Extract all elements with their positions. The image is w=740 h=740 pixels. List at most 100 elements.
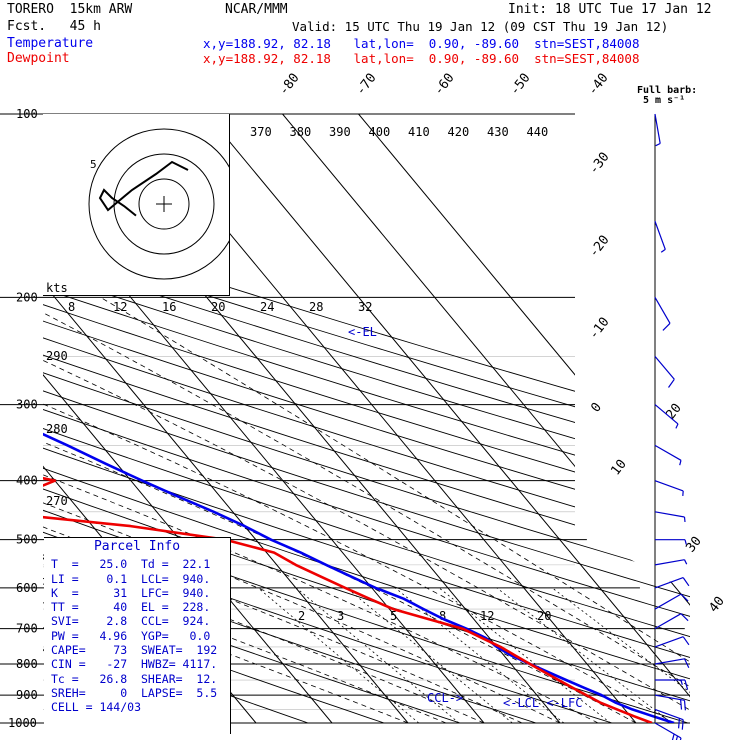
theta-label: 440: [527, 125, 549, 139]
header-model: TORERO 15km ARW: [7, 2, 133, 17]
isotherm-label: -40: [585, 71, 611, 99]
pressure-tick-label: 700: [16, 622, 38, 636]
isotherm-label: -70: [353, 71, 379, 99]
isotherm-line: [358, 114, 690, 723]
pressure-tick-label: 600: [16, 581, 38, 595]
isotherm-label: -60: [431, 71, 457, 99]
legend-temperature-label: Temperature: [7, 36, 94, 51]
parcel-info-row: Tc = 26.8 SHEAR= 12.: [51, 671, 218, 686]
dry-adiabat-line: [43, 114, 385, 723]
mixing-ratio-label: 20: [537, 609, 551, 623]
parcel-info-title: Parcel Info: [93, 539, 181, 554]
theta-label: 420: [448, 125, 470, 139]
mixing-ratio-label: 12: [480, 609, 494, 623]
parcel-info-row: LI = 0.1 LCL= 940.: [51, 571, 211, 586]
theta-label: 400: [369, 125, 391, 139]
isotherm-label: -20: [586, 233, 612, 261]
mixing-ratio-label: 8: [439, 609, 446, 623]
mixing-ratio-label: 2: [298, 609, 305, 623]
header-init: Init: 18 UTC Tue 17 Jan 12: [508, 2, 712, 17]
dry-adiabat-line: [43, 114, 690, 723]
wind-barb: [654, 444, 682, 466]
moist-adiabat-line: [43, 345, 561, 723]
isotherm-line: [206, 114, 690, 723]
theta-label: 370: [250, 125, 272, 139]
wind-barb: [654, 221, 666, 253]
parcel-info-row: CIN = -27 HWBZ= 4117.: [51, 657, 218, 672]
parcel-info-panel: Parcel Info T = 25.0 Td = 22.1 LI = 0.1 L…: [44, 537, 231, 734]
mixing-ratio-line: [496, 587, 673, 723]
mixing-ratio-label: 32: [358, 300, 372, 314]
wind-barb: [654, 708, 684, 730]
wind-barb: [654, 636, 690, 648]
wind-barb: [654, 539, 687, 545]
dry-adiabat-line: [43, 114, 690, 723]
dry-adiabat-line: [43, 114, 690, 723]
dry-adiabat-line: [43, 114, 461, 723]
wind-barb: [654, 511, 686, 523]
moist-adiabat-line: [43, 385, 523, 723]
temperature-line: [43, 114, 675, 723]
isotherm-line: [43, 114, 409, 723]
parcel-info-row: CAPE= 73 SWEAT= 192: [51, 643, 218, 658]
dry-adiabat-line: [43, 114, 690, 723]
wind-barb: [654, 722, 682, 740]
isotherm-label: 10: [608, 457, 629, 479]
legend-dewpoint-location: x,y=188.92, 82.18 lat,lon= 0.90, -89.60 …: [203, 51, 640, 66]
dry-adiabat-line: [43, 114, 690, 723]
pressure-tick-label: 200: [16, 290, 38, 304]
wind-barb: [654, 297, 671, 331]
mixing-ratio-label: 24: [260, 300, 274, 314]
theta-e-label: 270: [46, 494, 68, 508]
parcel-info-row: K = 31 LFC= 940.: [51, 585, 211, 600]
pressure-tick-label: 300: [16, 398, 38, 412]
header-center: NCAR/MMM: [225, 2, 288, 17]
parcel-info-row: T = 25.0 Td = 22.1: [51, 557, 211, 572]
isotherm-line: [282, 114, 690, 723]
dry-adiabat-line: [43, 114, 690, 723]
wind-barb: [654, 113, 661, 147]
dry-adiabat-line: [43, 114, 690, 723]
hodograph-kts-label: kts: [46, 281, 68, 295]
parcel-info-rows: T = 25.0 Td = 22.1 LI = 0.1 LCL= 940. K = …: [44, 557, 230, 714]
isotherm-label: 40: [706, 594, 727, 616]
barb-legend-title: Full barb:: [637, 85, 698, 96]
wind-barb: [654, 404, 679, 429]
isotherm-label: -80: [276, 71, 302, 99]
wind-barb: [654, 694, 686, 711]
wind-barb: [654, 679, 689, 690]
pressure-tick-label: 500: [16, 533, 38, 547]
parcel-info-row: SVI= 2.8 CCL= 924.: [51, 614, 211, 629]
lcl-lfc-annotation: <-LCL <-LFC: [503, 696, 582, 710]
mixing-ratio-label: 20: [211, 300, 225, 314]
ccl-annotation: CCL->: [427, 691, 463, 705]
dry-adiabat-line: [43, 114, 690, 723]
dry-adiabat-line: [43, 114, 690, 723]
parcel-info-row: TT = 40 EL = 228.: [51, 600, 211, 615]
pressure-tick-label: 100: [16, 107, 38, 121]
isotherm-line: [43, 114, 333, 723]
dry-adiabat-line: [43, 114, 690, 723]
el-annotation: <-EL: [348, 325, 377, 339]
legend-temperature-location: x,y=188.92, 82.18 lat,lon= 0.90, -89.60 …: [203, 36, 640, 51]
mixing-ratio-label: 5: [390, 609, 397, 623]
mixing-ratio-label: 3: [337, 609, 344, 623]
dry-adiabat-line: [43, 114, 690, 723]
hodograph: 5 kts: [46, 128, 240, 295]
isotherm-label: -50: [507, 71, 533, 99]
hodograph-trace: [98, 160, 189, 217]
moist-adiabat-line: [43, 309, 599, 723]
wind-barb: [654, 658, 690, 669]
hodograph-ring-label: 5: [90, 158, 97, 171]
dewpoint-line: [43, 114, 653, 723]
theta-e-label: 290: [46, 349, 68, 363]
parcel-info-row: PW = 4.96 YGP= 0.0: [51, 628, 211, 643]
wind-barb: [654, 355, 675, 388]
pressure-tick-label: 400: [16, 474, 38, 488]
mixing-ratio-line: [394, 587, 565, 723]
pressure-tick-label: 800: [16, 657, 38, 671]
legend-dewpoint-label: Dewpoint: [7, 51, 70, 66]
isotherm-label: 0: [588, 400, 605, 415]
parcel-info-row: CELL = 144/03: [51, 700, 142, 715]
isotherm-label: 20: [663, 401, 684, 423]
